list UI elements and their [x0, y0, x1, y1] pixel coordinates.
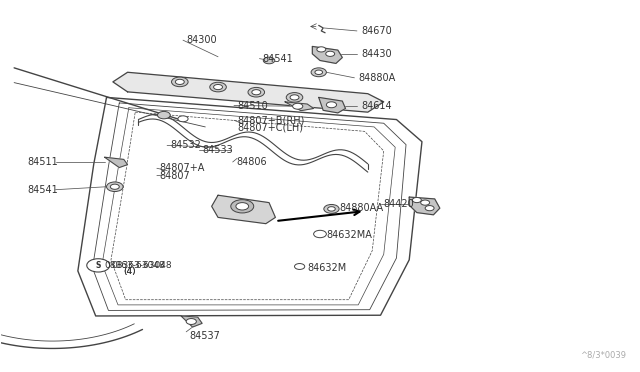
Circle shape	[326, 51, 335, 57]
Circle shape	[110, 184, 119, 189]
Circle shape	[106, 182, 123, 192]
Circle shape	[210, 82, 227, 92]
Circle shape	[311, 68, 326, 77]
Circle shape	[315, 70, 323, 74]
Polygon shape	[104, 157, 127, 167]
Text: 08363-63048: 08363-63048	[104, 261, 165, 270]
Circle shape	[248, 87, 264, 97]
Text: 84511: 84511	[27, 157, 58, 167]
Circle shape	[231, 200, 253, 213]
Polygon shape	[409, 197, 440, 215]
Circle shape	[294, 263, 305, 269]
Circle shape	[420, 200, 429, 205]
Circle shape	[157, 112, 170, 119]
Circle shape	[236, 203, 248, 210]
Circle shape	[328, 207, 335, 211]
Text: 84420: 84420	[384, 199, 415, 209]
Text: 84632M: 84632M	[307, 263, 346, 273]
Text: 84537: 84537	[189, 331, 220, 340]
Circle shape	[186, 318, 196, 324]
Circle shape	[252, 90, 260, 95]
Circle shape	[290, 95, 299, 100]
Polygon shape	[113, 72, 384, 112]
Text: 84614: 84614	[362, 100, 392, 110]
Text: 84541: 84541	[262, 54, 293, 64]
Circle shape	[317, 47, 326, 52]
Text: 84880AA: 84880AA	[339, 203, 383, 213]
Polygon shape	[285, 102, 314, 111]
Circle shape	[87, 259, 109, 272]
Text: 84541: 84541	[27, 185, 58, 195]
Polygon shape	[312, 46, 342, 63]
Text: 84532: 84532	[170, 140, 201, 150]
Text: 84807: 84807	[159, 171, 190, 181]
Text: 84670: 84670	[362, 26, 392, 36]
Circle shape	[263, 57, 275, 64]
Polygon shape	[212, 195, 275, 224]
Text: 84807+A: 84807+A	[159, 163, 205, 173]
Circle shape	[412, 198, 421, 203]
Text: 84880A: 84880A	[358, 73, 396, 83]
Circle shape	[292, 103, 303, 109]
Polygon shape	[319, 97, 346, 113]
Circle shape	[175, 79, 184, 84]
Text: 08363-63048: 08363-63048	[111, 261, 172, 270]
Text: 84300: 84300	[186, 35, 217, 45]
Polygon shape	[181, 316, 202, 327]
Text: S: S	[95, 261, 101, 270]
Text: ^8/3*0039: ^8/3*0039	[580, 350, 626, 359]
Circle shape	[172, 77, 188, 87]
Text: (4): (4)	[124, 267, 136, 276]
Text: 84430: 84430	[362, 49, 392, 59]
Text: 84806: 84806	[236, 157, 266, 167]
Text: 84510: 84510	[237, 100, 268, 110]
Text: 84533: 84533	[202, 145, 233, 155]
Circle shape	[178, 116, 188, 122]
Text: 84632MA: 84632MA	[326, 230, 372, 240]
Circle shape	[286, 93, 303, 102]
Circle shape	[314, 230, 326, 238]
Circle shape	[214, 84, 223, 90]
Circle shape	[326, 102, 337, 108]
Text: (4): (4)	[124, 267, 136, 276]
Circle shape	[425, 206, 434, 211]
Circle shape	[324, 205, 339, 213]
Text: 84807+B(RH): 84807+B(RH)	[237, 115, 305, 125]
Text: 84807+C(LH): 84807+C(LH)	[237, 123, 303, 133]
